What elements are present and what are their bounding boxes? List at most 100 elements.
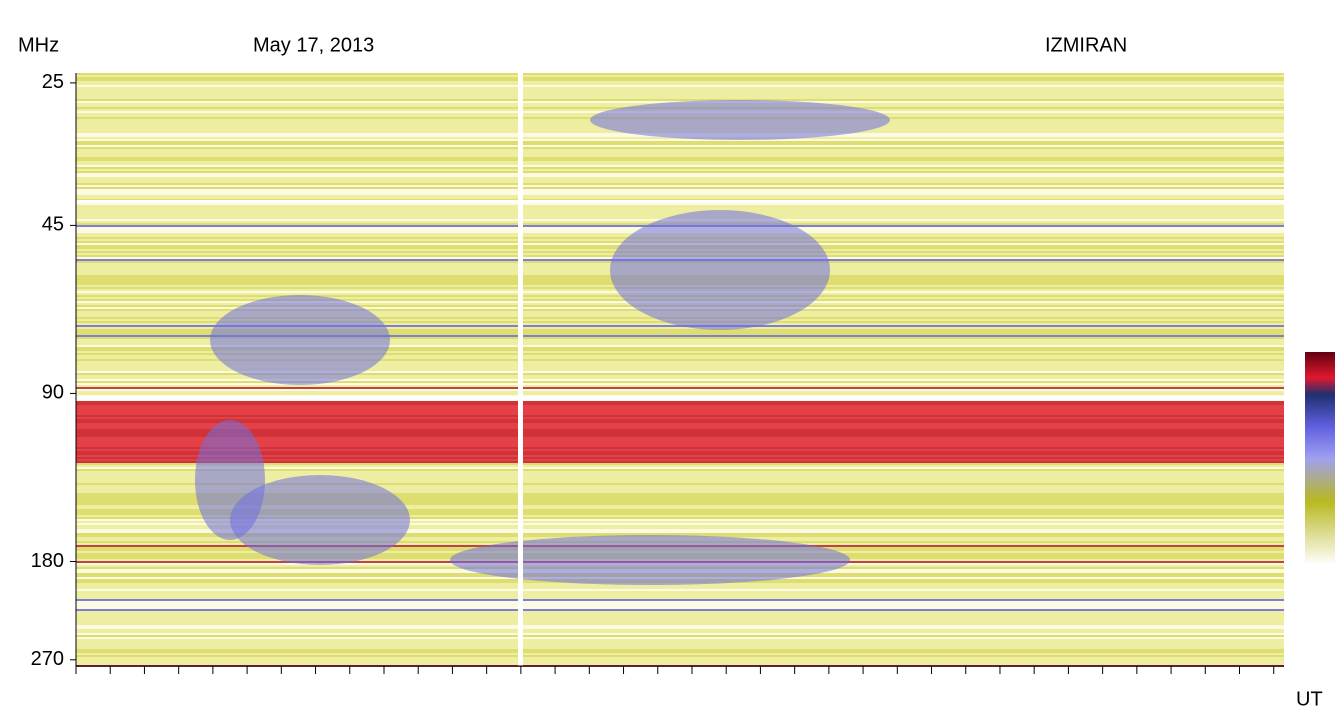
spectrum-row [76, 141, 1284, 143]
spectrum-row [76, 405, 1284, 407]
spectrum-row [76, 647, 1284, 649]
spectrum-row [76, 431, 1284, 433]
spectrum-row [76, 175, 1284, 177]
spectrum-row [76, 635, 1284, 637]
source-label: IZMIRAN [1045, 34, 1127, 56]
spectrum-row [76, 147, 1284, 149]
spectrum-row [76, 655, 1284, 657]
chart-title: May 17, 2013 [253, 34, 374, 56]
spectrum-row [76, 371, 1284, 373]
spectrum-row [76, 531, 1284, 533]
spectrum-row [76, 483, 1284, 485]
spectrum-row [76, 497, 1284, 499]
spectrum-row [76, 419, 1284, 421]
spectrum-row [76, 149, 1284, 151]
spectrum-row [76, 189, 1284, 191]
y-axis-label: MHz [18, 34, 59, 56]
spectrum-row [76, 349, 1284, 351]
spectrum-row [76, 157, 1284, 159]
spectrum-row [76, 179, 1284, 181]
y-tick-label: 180 [31, 550, 64, 572]
spectrum-row [76, 505, 1284, 507]
spectrum-row [76, 589, 1284, 591]
spectrum-row [76, 163, 1284, 165]
spectrum-row [76, 173, 1284, 175]
spectrum-row [76, 533, 1284, 535]
spectrum-row [76, 469, 1284, 471]
spectrum-row [76, 185, 1284, 187]
spectrum-row [76, 619, 1284, 621]
spectrum-row [76, 159, 1284, 161]
spectrum-row [76, 89, 1284, 91]
spectrum-row [76, 373, 1284, 375]
spectrum-row [76, 359, 1284, 361]
spectrum-row [76, 97, 1284, 99]
spectrum-row [76, 509, 1284, 511]
spectrum-row [76, 329, 1284, 331]
spectrum-row [76, 487, 1284, 489]
gap-line [76, 200, 1284, 203]
spectrum-row [76, 601, 1284, 603]
spectrum-row [76, 379, 1284, 381]
spectrum-row [76, 645, 1284, 647]
spectrum-row [76, 587, 1284, 589]
spectrum-row [76, 353, 1284, 355]
spectrum-row [76, 401, 1284, 403]
spectrum-row [76, 191, 1284, 193]
spectrum-row [76, 641, 1284, 643]
spectrum-row [76, 387, 1284, 389]
spectrum-row [76, 351, 1284, 353]
spectrum-row [76, 657, 1284, 659]
spectrum-row [76, 527, 1284, 529]
spectrum-row [76, 385, 1284, 387]
spectrum-row [76, 331, 1284, 333]
spectrum-row [76, 327, 1284, 329]
spectrum-row [76, 443, 1284, 445]
spectrum-row [76, 153, 1284, 155]
spectrum-row [76, 585, 1284, 587]
spectrum-row [76, 207, 1284, 209]
spectrum-row [76, 621, 1284, 623]
burst [450, 535, 850, 585]
spectrum-row [76, 87, 1284, 89]
spectrum-row [76, 165, 1284, 167]
spectrum-row [76, 603, 1284, 605]
spectrum-row [76, 649, 1284, 651]
spectrum-row [76, 495, 1284, 497]
spectrum-row [76, 455, 1284, 457]
spectrum-row [76, 209, 1284, 211]
spectrum-row [76, 627, 1284, 629]
spectrum-row [76, 465, 1284, 467]
spectrum-row [76, 183, 1284, 185]
spectrum-row [76, 407, 1284, 409]
spectrum [76, 73, 1284, 667]
spectrum-row [76, 417, 1284, 419]
spectrum-row [76, 511, 1284, 513]
spectrum-row [76, 151, 1284, 153]
spectrum-row [76, 473, 1284, 475]
spectrum-row [76, 83, 1284, 85]
spectrum-row [76, 499, 1284, 501]
spectrum-row [76, 75, 1284, 77]
spectrum-row [76, 413, 1284, 415]
spectrum-row [76, 423, 1284, 425]
spectrum-row [76, 631, 1284, 633]
spectrum-row [76, 605, 1284, 607]
spectrum-row [76, 521, 1284, 523]
spectrum-row [76, 453, 1284, 455]
spectrum-row [76, 437, 1284, 439]
burst [610, 210, 830, 330]
spectrum-row [76, 403, 1284, 405]
spectrum-row [76, 595, 1284, 597]
spectrum-row [76, 143, 1284, 145]
spectrum-row [76, 425, 1284, 427]
spectrum-row [76, 339, 1284, 341]
colorbar [1305, 352, 1335, 565]
spectrum-row [76, 391, 1284, 393]
spectrum-row [76, 481, 1284, 483]
spectrum-row [76, 525, 1284, 527]
spectrum-row [76, 73, 1284, 75]
spectrum-row [76, 439, 1284, 441]
spectrum-row [76, 445, 1284, 447]
spectrum-row [76, 161, 1284, 163]
